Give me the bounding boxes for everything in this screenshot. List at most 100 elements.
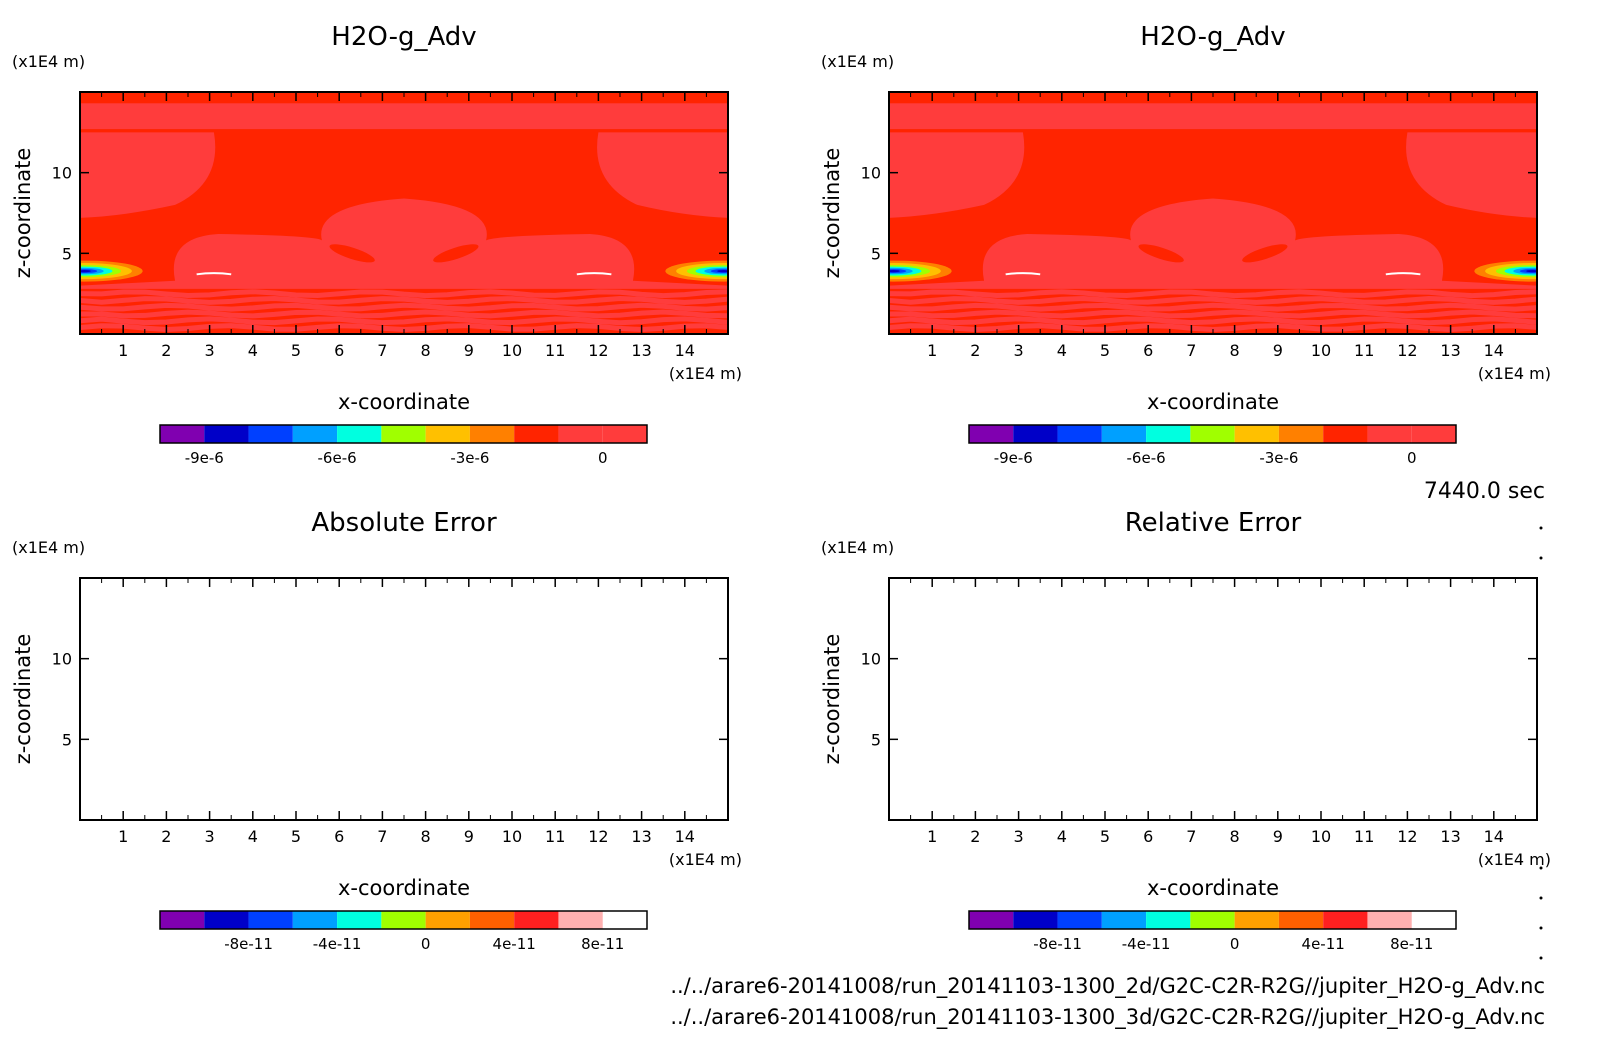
panel-title: Absolute Error <box>311 508 497 538</box>
colorbar-tick-label: -3e-6 <box>450 449 489 467</box>
field-streak-left <box>196 272 232 276</box>
colorbar-tick-label: 0 <box>421 935 431 953</box>
colorbar-tick-label: -6e-6 <box>1127 449 1166 467</box>
plot-frame <box>888 577 1538 821</box>
colorbar-bin <box>469 911 515 929</box>
colorbar-tick-label: 0 <box>1407 449 1417 467</box>
x-tick-label: 10 <box>502 341 522 360</box>
field-upper-band <box>889 103 1537 130</box>
field-lower-band <box>80 296 728 305</box>
field-lower-band <box>889 289 1537 299</box>
colorbar-bin <box>514 911 559 929</box>
colorbar-bin <box>514 425 559 443</box>
x-tick-label: 14 <box>1484 341 1504 360</box>
x-tick-label: 13 <box>1440 341 1460 360</box>
field-left-lobe <box>80 132 216 218</box>
y-tick-label: 10 <box>52 650 72 669</box>
colorbar-bin <box>1190 911 1235 929</box>
colorbar: -8e-11 -4e-11 0 4e-11 8e-11 <box>159 910 648 953</box>
colorbar: -9e-6 -6e-6 -3e-6 0 <box>159 424 648 467</box>
colorbar-bin <box>469 425 515 443</box>
field-left-eye <box>329 244 375 263</box>
colorbar-bin <box>558 911 603 929</box>
edge-dot <box>1539 926 1543 930</box>
panel-2: H2O-g_Adv (x1E4 m) (x1E4 m) x-coordinate z-c… <box>820 22 1551 467</box>
x-tick-label: 4 <box>248 827 258 846</box>
x-tick-label: 6 <box>334 827 344 846</box>
panel-3: Absolute Error (x1E4 m) (x1E4 m) x-coordina… <box>11 508 742 953</box>
x-tick-label: 12 <box>588 341 608 360</box>
field-right-eye <box>1242 244 1288 263</box>
colorbar-bin <box>337 911 382 929</box>
x-tick-label: 6 <box>1143 827 1153 846</box>
colorbar-bin <box>337 425 382 443</box>
colorbar-bin <box>292 911 338 929</box>
field-anomaly-left <box>889 269 900 273</box>
heatmap-field <box>80 92 728 334</box>
colorbar: -9e-6 -6e-6 -3e-6 0 <box>968 424 1457 467</box>
x-tick-label: 10 <box>502 827 522 846</box>
x-tick-label: 12 <box>588 827 608 846</box>
colorbar-bin <box>1323 425 1368 443</box>
panel-4: Relative Error (x1E4 m) (x1E4 m) x-coordina… <box>820 508 1551 953</box>
colorbar-tick-label: -6e-6 <box>318 449 357 467</box>
y-tick-label: 5 <box>62 730 72 749</box>
x-axis-label: x-coordinate <box>338 390 470 414</box>
x-axis-label: x-coordinate <box>1147 876 1279 900</box>
y-tick-label: 5 <box>871 244 881 263</box>
x-tick-label: 14 <box>675 827 695 846</box>
field-central-plume <box>889 198 1537 289</box>
field-anomaly-left <box>80 269 91 273</box>
x-tick-label: 3 <box>205 341 215 360</box>
y-unit-label: (x1E4 m) <box>12 538 85 557</box>
colorbar-tick-label: -9e-6 <box>994 449 1033 467</box>
x-tick-label: 5 <box>1100 341 1110 360</box>
x-tick-label: 5 <box>291 827 301 846</box>
x-tick-label: 7 <box>377 341 387 360</box>
x-tick-label: 1 <box>118 341 128 360</box>
colorbar-bin <box>1101 911 1147 929</box>
colorbar-bin <box>1013 425 1058 443</box>
heatmap-field <box>889 92 1537 334</box>
x-tick-label: 12 <box>1397 341 1417 360</box>
x-tick-label: 9 <box>1273 341 1283 360</box>
x-tick-label: 10 <box>1311 341 1331 360</box>
time-label: 7440.0 sec <box>1424 479 1545 504</box>
x-tick-label: 2 <box>161 341 171 360</box>
colorbar-bin <box>160 911 205 929</box>
x-tick-label: 8 <box>421 341 431 360</box>
field-central-plume <box>80 198 728 289</box>
x-tick-label: 8 <box>1230 827 1240 846</box>
x-tick-label: 1 <box>118 827 128 846</box>
x-tick-label: 11 <box>1354 341 1374 360</box>
field-lower-band <box>80 289 728 299</box>
edge-dot <box>1539 866 1543 870</box>
x-tick-label: 7 <box>1186 341 1196 360</box>
colorbar-bin <box>1234 425 1279 443</box>
field-streak-right <box>576 272 612 276</box>
panel-title: H2O-g_Adv <box>1140 22 1285 52</box>
plot-frame <box>79 577 729 821</box>
colorbar-bin <box>1278 911 1324 929</box>
x-tick-label: 11 <box>545 341 565 360</box>
x-unit-label: (x1E4 m) <box>1478 850 1551 869</box>
field-lower-band <box>80 316 728 326</box>
panel-title: Relative Error <box>1125 508 1302 538</box>
colorbar-bin <box>160 425 205 443</box>
x-tick-label: 7 <box>377 827 387 846</box>
colorbar-bin <box>1146 425 1191 443</box>
field-lower-band <box>889 296 1537 305</box>
x-tick-label: 4 <box>1057 341 1067 360</box>
colorbar-tick-label: 0 <box>1230 935 1240 953</box>
colorbar-bin <box>1146 911 1191 929</box>
x-tick-label: 9 <box>464 341 474 360</box>
field-upper-band <box>80 103 728 130</box>
field-right-eye <box>433 244 479 263</box>
x-axis-label: x-coordinate <box>1147 390 1279 414</box>
y-tick-label: 5 <box>871 730 881 749</box>
x-tick-label: 8 <box>1230 341 1240 360</box>
colorbar-tick-label: 4e-11 <box>493 935 536 953</box>
y-unit-label: (x1E4 m) <box>821 538 894 557</box>
colorbar-bin <box>1367 425 1412 443</box>
